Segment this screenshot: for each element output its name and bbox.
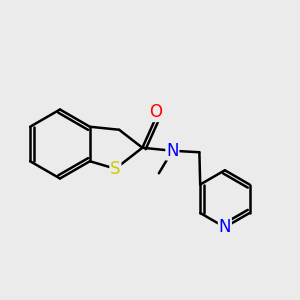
Text: N: N — [166, 142, 178, 160]
Text: N: N — [219, 218, 231, 236]
Text: S: S — [110, 160, 121, 178]
Text: O: O — [149, 103, 162, 121]
